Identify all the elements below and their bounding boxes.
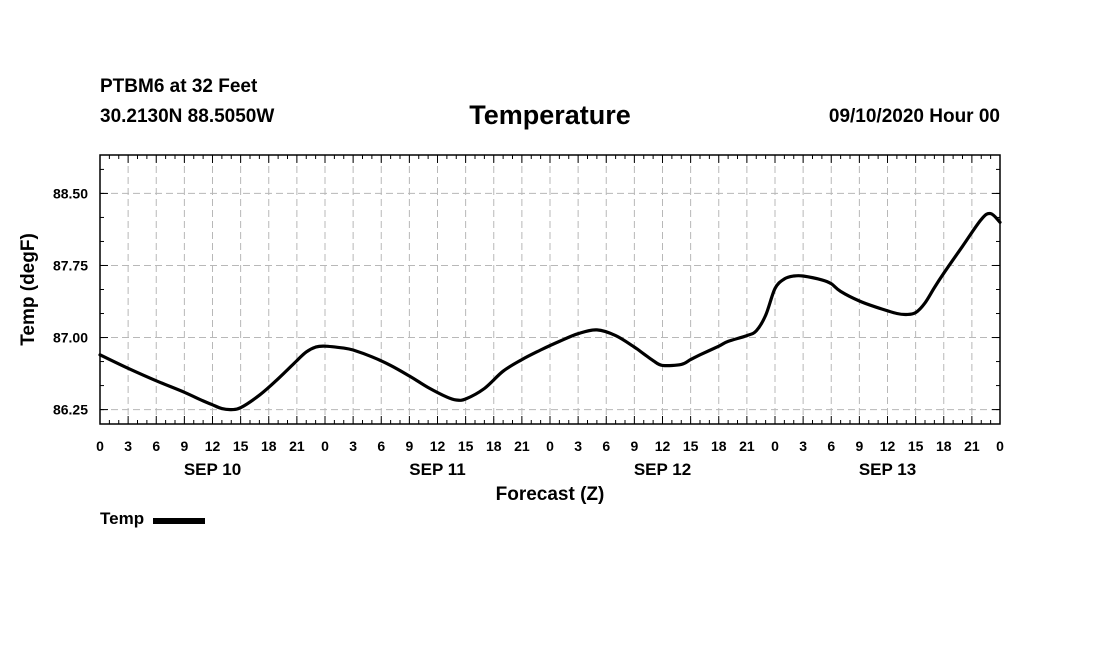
legend-line-swatch	[153, 517, 206, 524]
x-tick-label: 21	[514, 438, 530, 454]
x-tick-label: 3	[799, 438, 807, 454]
x-tick-label: 15	[908, 438, 924, 454]
coordinates-label: 30.2130N 88.5050W	[100, 106, 275, 127]
x-tick-label: 6	[377, 438, 385, 454]
date-label: SEP 11	[409, 460, 465, 479]
x-tick-label: 0	[321, 438, 329, 454]
x-tick-label: 9	[855, 438, 863, 454]
x-tick-label: 21	[739, 438, 755, 454]
x-tick-label: 15	[458, 438, 474, 454]
x-tick-label: 15	[233, 438, 249, 454]
x-tick-label: 3	[349, 438, 357, 454]
x-tick-label: 9	[630, 438, 638, 454]
x-tick-label: 0	[771, 438, 779, 454]
x-tick-label: 6	[827, 438, 835, 454]
x-tick-label: 21	[964, 438, 980, 454]
date-label: SEP 10	[184, 460, 241, 479]
x-tick-label: 6	[152, 438, 160, 454]
date-label: SEP 13	[859, 460, 916, 479]
x-tick-label: 0	[546, 438, 554, 454]
legend: Temp	[100, 509, 206, 529]
x-tick-label: 9	[180, 438, 188, 454]
chart-title: Temperature	[469, 100, 631, 130]
x-axis-label: Forecast (Z)	[496, 484, 605, 505]
x-tick-label: 21	[289, 438, 305, 454]
forecast-datetime: 09/10/2020 Hour 00	[828, 106, 1000, 127]
legend-label: Temp	[100, 509, 145, 528]
x-tick-label: 18	[486, 438, 502, 454]
y-tick-label: 87.00	[53, 330, 88, 346]
x-tick-label: 12	[880, 438, 896, 454]
x-tick-label: 12	[430, 438, 446, 454]
station-label: PTBM6 at 32 Feet	[100, 76, 258, 97]
y-tick-label: 88.50	[53, 185, 88, 201]
x-tick-label: 0	[96, 438, 104, 454]
x-tick-label: 12	[655, 438, 671, 454]
x-tick-label: 18	[936, 438, 952, 454]
y-tick-label: 87.75	[53, 257, 88, 273]
x-tick-label: 15	[683, 438, 699, 454]
x-tick-label: 0	[996, 438, 1004, 454]
x-tick-label: 9	[405, 438, 413, 454]
x-tick-label: 3	[574, 438, 582, 454]
temp-series-line	[98, 211, 1002, 412]
x-tick-label: 6	[602, 438, 610, 454]
date-label: SEP 12	[634, 460, 691, 479]
x-tick-label: 12	[205, 438, 221, 454]
y-axis-label: Temp (degF)	[18, 233, 39, 346]
x-tick-label: 18	[261, 438, 277, 454]
y-tick-label: 86.25	[53, 402, 88, 418]
x-tick-label: 3	[124, 438, 132, 454]
x-tick-label: 18	[711, 438, 727, 454]
